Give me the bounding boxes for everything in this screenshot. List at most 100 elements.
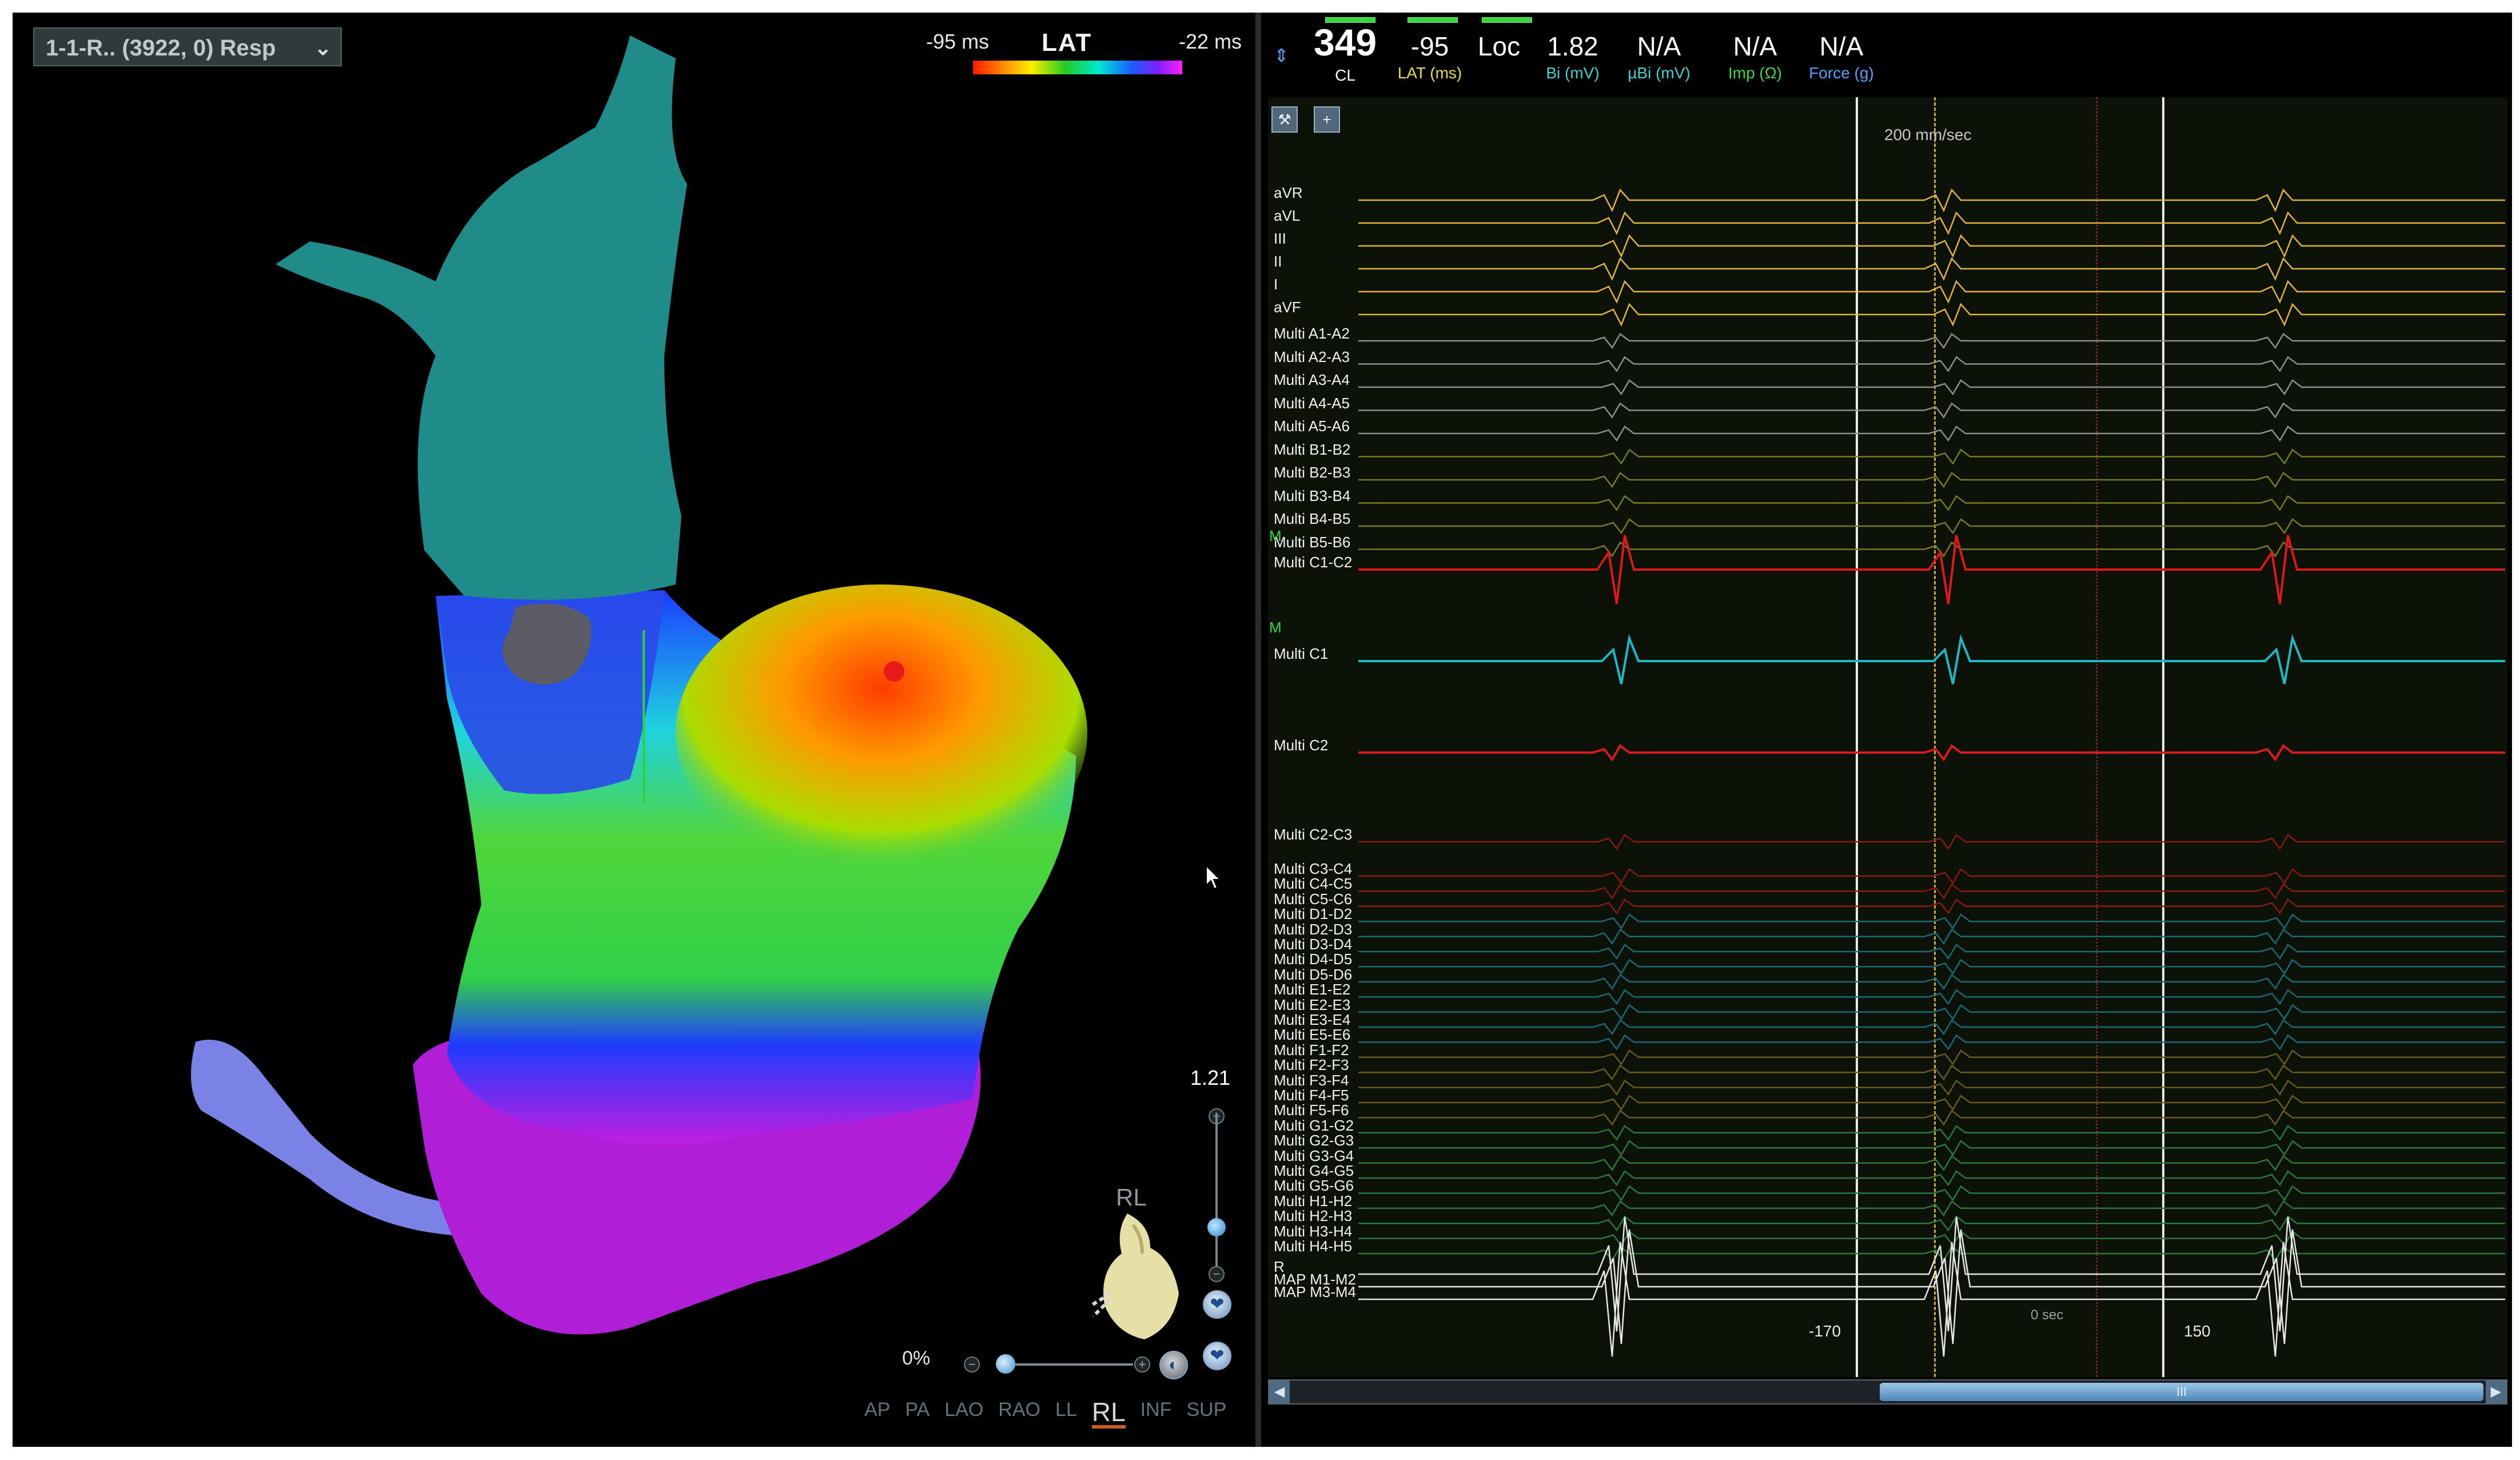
channel-label[interactable]: Multi C4-C5 <box>1274 875 1353 893</box>
view-rl-button[interactable]: RL <box>1091 1399 1126 1429</box>
channel-label[interactable]: Multi B3-B4 <box>1274 487 1351 504</box>
channel-label[interactable]: Multi C1-C2 <box>1274 554 1353 571</box>
channel-label[interactable]: Multi A5-A6 <box>1274 417 1350 435</box>
time-scrollbar[interactable]: ◀ III ▶ <box>1268 1379 2507 1405</box>
view-inf-button[interactable]: INF <box>1140 1399 1172 1421</box>
channel-label[interactable]: Multi G1-G2 <box>1274 1116 1354 1134</box>
signal-trace <box>1358 356 2505 372</box>
orientation-label: RL <box>1116 1184 1147 1211</box>
time-label: 150 <box>2184 1322 2211 1340</box>
heart-reset-icon[interactable]: ❤ <box>1203 1342 1231 1370</box>
channel-label[interactable]: Multi F5-F6 <box>1274 1101 1349 1119</box>
channel-label[interactable]: aVL <box>1274 207 1301 224</box>
channel-label[interactable]: Multi H2-H3 <box>1274 1207 1353 1225</box>
channel-label[interactable]: Multi D4-D5 <box>1274 950 1353 968</box>
channel-label[interactable]: Multi G4-G5 <box>1274 1162 1354 1179</box>
channel-label[interactable]: Multi D5-D6 <box>1274 965 1353 983</box>
view-pa-button[interactable]: PA <box>905 1399 930 1421</box>
channel-label[interactable]: aVR <box>1274 184 1303 201</box>
channel-label[interactable]: Multi B4-B5 <box>1274 510 1351 527</box>
signal-trace <box>1358 402 2505 419</box>
signal-trace <box>1358 1034 2505 1051</box>
channel-label[interactable]: Multi B2-B3 <box>1274 464 1351 481</box>
view-ll-button[interactable]: LL <box>1055 1399 1077 1421</box>
zoom-value: 1.21 <box>1190 1066 1231 1089</box>
spinner-arrows-icon[interactable]: ⇕ <box>1274 45 1289 66</box>
signal-trace <box>1358 234 2505 258</box>
metric-force: N/A Force (g) <box>1809 31 1874 82</box>
opacity-slider[interactable] <box>996 1363 1133 1366</box>
view-rao-button[interactable]: RAO <box>998 1399 1040 1421</box>
channel-label[interactable]: Multi C2-C3 <box>1274 826 1353 843</box>
time-label: -170 <box>1809 1322 1841 1340</box>
opacity-decrease-icon[interactable]: − <box>964 1356 980 1373</box>
zoom-out-icon[interactable]: − <box>1209 1266 1225 1282</box>
channel-label[interactable]: Multi F3-F4 <box>1274 1071 1349 1089</box>
channel-label[interactable]: MAP M3-M4 <box>1274 1283 1356 1300</box>
wrench-icon[interactable]: ⚒ <box>1271 106 1298 133</box>
channel-label[interactable]: Multi E2-E3 <box>1274 996 1351 1013</box>
channel-label[interactable]: Multi A4-A5 <box>1274 394 1350 412</box>
channel-label[interactable]: Multi F1-F2 <box>1274 1041 1349 1059</box>
scroll-left-icon[interactable]: ◀ <box>1269 1381 1290 1403</box>
map-pane[interactable]: 1-1-R.. (3922, 0) Resp ⌄ -95 ms LAT -22 … <box>13 13 1255 1447</box>
signal-trace <box>1358 425 2505 442</box>
heart-map-3d[interactable] <box>13 13 1255 1447</box>
map-selector-dropdown[interactable]: 1-1-R.. (3922, 0) Resp ⌄ <box>33 27 342 66</box>
metric-lat: -95 LAT (ms) <box>1397 31 1462 82</box>
channel-label[interactable]: Multi D3-D4 <box>1274 936 1353 953</box>
channel-label[interactable]: Multi D1-D2 <box>1274 905 1353 923</box>
orientation-heart-icon <box>1091 1214 1179 1339</box>
opacity-increase-icon[interactable]: + <box>1134 1356 1150 1373</box>
channel-label[interactable]: Multi C2 <box>1274 737 1329 754</box>
channel-label[interactable]: Multi F2-F3 <box>1274 1056 1349 1074</box>
signal-trace <box>1358 1064 2505 1081</box>
channel-label[interactable]: Multi F4-F5 <box>1274 1087 1349 1104</box>
signal-trace <box>1358 211 2505 236</box>
channel-label[interactable]: Multi H1-H2 <box>1274 1192 1353 1210</box>
channel-label[interactable]: II <box>1274 253 1282 270</box>
reference-annotation-line[interactable] <box>1934 97 1936 1377</box>
channel-label[interactable]: aVF <box>1274 299 1301 316</box>
channel-label[interactable]: Multi E3-E4 <box>1274 1011 1351 1028</box>
heart-view-icon[interactable]: ❤ <box>1203 1290 1231 1319</box>
channel-label[interactable]: Multi A2-A3 <box>1274 348 1350 365</box>
channel-label[interactable]: Multi C5-C6 <box>1274 890 1353 908</box>
channel-label[interactable]: Multi B5-B6 <box>1274 533 1351 551</box>
channel-label[interactable]: Multi B1-B2 <box>1274 440 1351 458</box>
opacity-slider-knob[interactable] <box>996 1354 1015 1374</box>
channel-label[interactable]: Multi D2-D3 <box>1274 920 1353 938</box>
view-sup-button[interactable]: SUP <box>1186 1399 1227 1421</box>
channel-label[interactable]: Multi C3-C4 <box>1274 860 1353 877</box>
zoom-slider[interactable] <box>1215 1113 1218 1279</box>
map-selector-label: 1-1-R.. (3922, 0) Resp <box>46 35 276 61</box>
channel-label[interactable]: I <box>1274 276 1278 293</box>
channel-label[interactable]: Multi A3-A4 <box>1274 371 1350 388</box>
channel-label[interactable]: Multi G3-G4 <box>1274 1147 1354 1164</box>
channel-label[interactable]: Multi H3-H4 <box>1274 1222 1353 1240</box>
window-marker <box>2096 97 2098 1377</box>
view-ap-button[interactable]: AP <box>864 1399 891 1421</box>
channel-label[interactable]: Multi G5-G6 <box>1274 1177 1354 1195</box>
signal-trace-area[interactable] <box>1268 97 2507 1377</box>
channel-label[interactable]: Multi H4-H5 <box>1274 1238 1353 1255</box>
channel-label[interactable]: III <box>1274 230 1286 247</box>
channel-label[interactable]: Multi E5-E6 <box>1274 1026 1351 1044</box>
window-of-interest-right[interactable] <box>2162 97 2164 1377</box>
pane-divider[interactable] <box>1255 13 1261 1447</box>
channel-label[interactable]: Multi C1 <box>1274 645 1329 662</box>
signal-trace <box>1358 1019 2505 1036</box>
add-trace-icon[interactable]: + <box>1314 106 1340 133</box>
channel-label[interactable]: Multi E1-E2 <box>1274 981 1351 998</box>
signal-trace <box>1358 1004 2505 1020</box>
channel-label[interactable]: R <box>1274 1258 1285 1275</box>
channel-label[interactable]: Multi G2-G3 <box>1274 1132 1354 1149</box>
channel-label[interactable]: MAP M1-M2 <box>1274 1271 1356 1288</box>
zoom-slider-knob[interactable] <box>1207 1218 1226 1236</box>
transparency-icon[interactable]: ◐ <box>1159 1351 1188 1379</box>
view-lao-button[interactable]: LAO <box>944 1399 984 1421</box>
window-of-interest-left[interactable] <box>1856 97 1858 1377</box>
scroll-right-icon[interactable]: ▶ <box>2486 1381 2506 1403</box>
scroll-thumb[interactable]: III <box>1880 1383 2483 1401</box>
channel-label[interactable]: Multi A1-A2 <box>1274 325 1350 342</box>
